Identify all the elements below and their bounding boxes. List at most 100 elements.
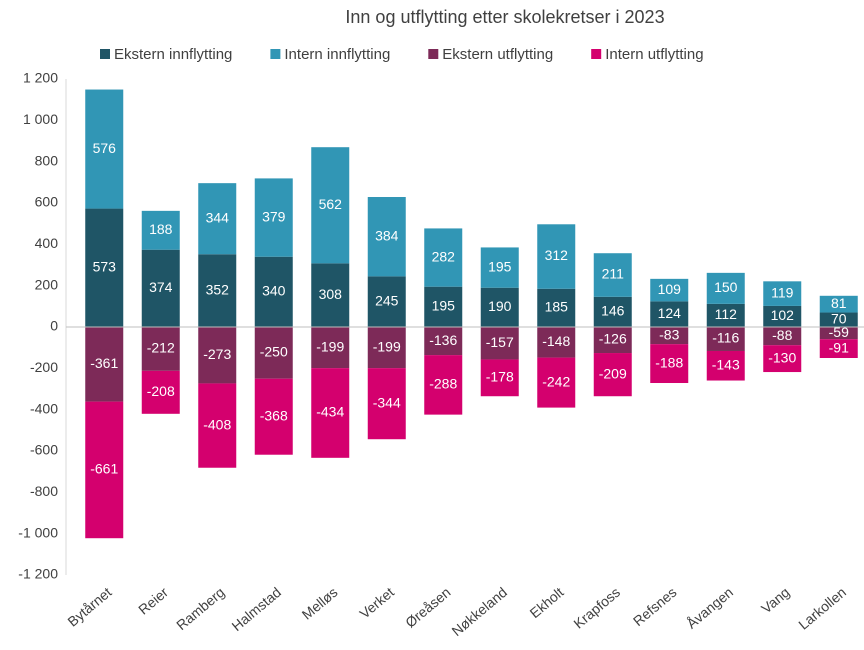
bar-segment: [706, 350, 745, 381]
bar-segment: [141, 249, 180, 327]
bar-segment: [198, 254, 237, 327]
data-label: 312: [545, 247, 569, 263]
bar-segment: [537, 357, 576, 408]
bar-segment: [141, 210, 180, 250]
y-tick-label: 1 000: [23, 111, 58, 127]
data-label: -83: [659, 326, 679, 342]
y-tick-label: -200: [30, 359, 58, 375]
data-label: 70: [831, 310, 847, 326]
bar-segment: [819, 295, 858, 313]
bar-segment: [85, 327, 124, 402]
x-tick-label: Halmstad: [228, 584, 284, 634]
bar-segment: [593, 353, 632, 397]
y-tick-label: -600: [30, 442, 58, 458]
y-tick-label: 800: [35, 152, 59, 168]
bar-segment: [367, 368, 406, 440]
data-label: -59: [829, 324, 849, 340]
x-tick-label: Verket: [356, 584, 397, 622]
data-label: 384: [375, 227, 399, 243]
y-tick-label: -800: [30, 483, 58, 499]
data-label: -199: [316, 338, 344, 354]
x-tick-label: Vang: [758, 584, 793, 617]
x-tick-label: Øreåsen: [402, 584, 453, 631]
data-label: -661: [90, 461, 118, 477]
y-tick-label: 1 200: [23, 70, 58, 86]
data-label: 211: [602, 266, 625, 282]
bar-segment: [706, 327, 745, 351]
data-label: -136: [429, 332, 457, 348]
data-label: 146: [601, 303, 625, 319]
legend-label: Intern innflytting: [284, 46, 390, 63]
bar-segment: [424, 228, 463, 287]
x-tick-label: Refsnes: [630, 584, 680, 629]
data-label: -288: [429, 376, 457, 392]
x-tick-label: Melløs: [299, 584, 341, 623]
data-label: -157: [486, 334, 514, 350]
bar-segment: [763, 305, 802, 327]
legend-label: Ekstern utflytting: [442, 46, 553, 63]
data-label: -91: [829, 339, 849, 355]
data-label: 379: [262, 208, 286, 224]
data-label: -344: [373, 394, 401, 410]
legend-swatch: [100, 49, 110, 59]
bar-segment: [819, 327, 858, 340]
data-label: -212: [147, 340, 175, 356]
data-label: 112: [715, 306, 738, 322]
data-label: 344: [206, 209, 230, 225]
data-label: -130: [768, 349, 796, 365]
bar-segment: [367, 276, 406, 327]
chart-title: Inn og utflytting etter skolekretser i 2…: [345, 7, 664, 27]
data-label: -143: [712, 356, 740, 372]
data-label: 109: [658, 281, 682, 297]
bar-segment: [424, 327, 463, 356]
bar-segment: [424, 286, 463, 327]
bar-segment: [593, 296, 632, 327]
data-label: 195: [488, 258, 512, 274]
data-label: -434: [316, 404, 344, 420]
bar-segment: [198, 383, 237, 468]
data-label: -242: [542, 373, 570, 389]
bar-segment: [311, 263, 350, 327]
data-label: -250: [260, 344, 288, 360]
y-tick-label: 0: [50, 318, 58, 334]
y-tick-label: -400: [30, 400, 58, 416]
data-label: 124: [658, 305, 682, 321]
data-label: 190: [488, 298, 512, 314]
bar-segment: [254, 178, 293, 257]
data-label: -273: [203, 346, 231, 362]
data-label: -188: [655, 354, 683, 370]
y-tick-label: -1 200: [18, 566, 58, 582]
data-label: 352: [206, 281, 230, 297]
bar-segment: [537, 288, 576, 327]
data-label: 245: [375, 292, 399, 308]
data-label: -408: [203, 416, 231, 432]
data-label: 188: [149, 221, 173, 237]
x-tick-label: Nøkkeland: [449, 584, 511, 639]
y-tick-label: -1 000: [18, 524, 58, 540]
y-tick-label: 600: [35, 194, 59, 210]
data-label: -209: [599, 365, 627, 381]
data-label: -88: [772, 327, 792, 343]
data-label: -208: [147, 383, 175, 399]
data-label: -148: [542, 333, 570, 349]
data-label: 119: [771, 284, 794, 300]
y-tick-label: 400: [35, 235, 59, 251]
legend-label: Ekstern innflytting: [114, 46, 232, 63]
bar-segment: [254, 327, 293, 379]
bar-segment: [254, 378, 293, 455]
bar-segment: [367, 197, 406, 277]
data-label: 340: [262, 283, 286, 299]
data-label: 374: [149, 279, 173, 295]
bar-segment: [819, 312, 858, 327]
bar-segment: [650, 327, 689, 345]
bar-segment: [537, 224, 576, 289]
data-label: -361: [90, 355, 118, 371]
bar-segment: [198, 183, 237, 255]
legend-label: Intern utflytting: [605, 46, 703, 63]
bar-segment: [593, 327, 632, 354]
legend-swatch: [591, 49, 602, 59]
bar-segment: [706, 272, 745, 304]
x-tick-label: Åvangen: [683, 584, 736, 632]
bar-segment: [819, 339, 858, 358]
